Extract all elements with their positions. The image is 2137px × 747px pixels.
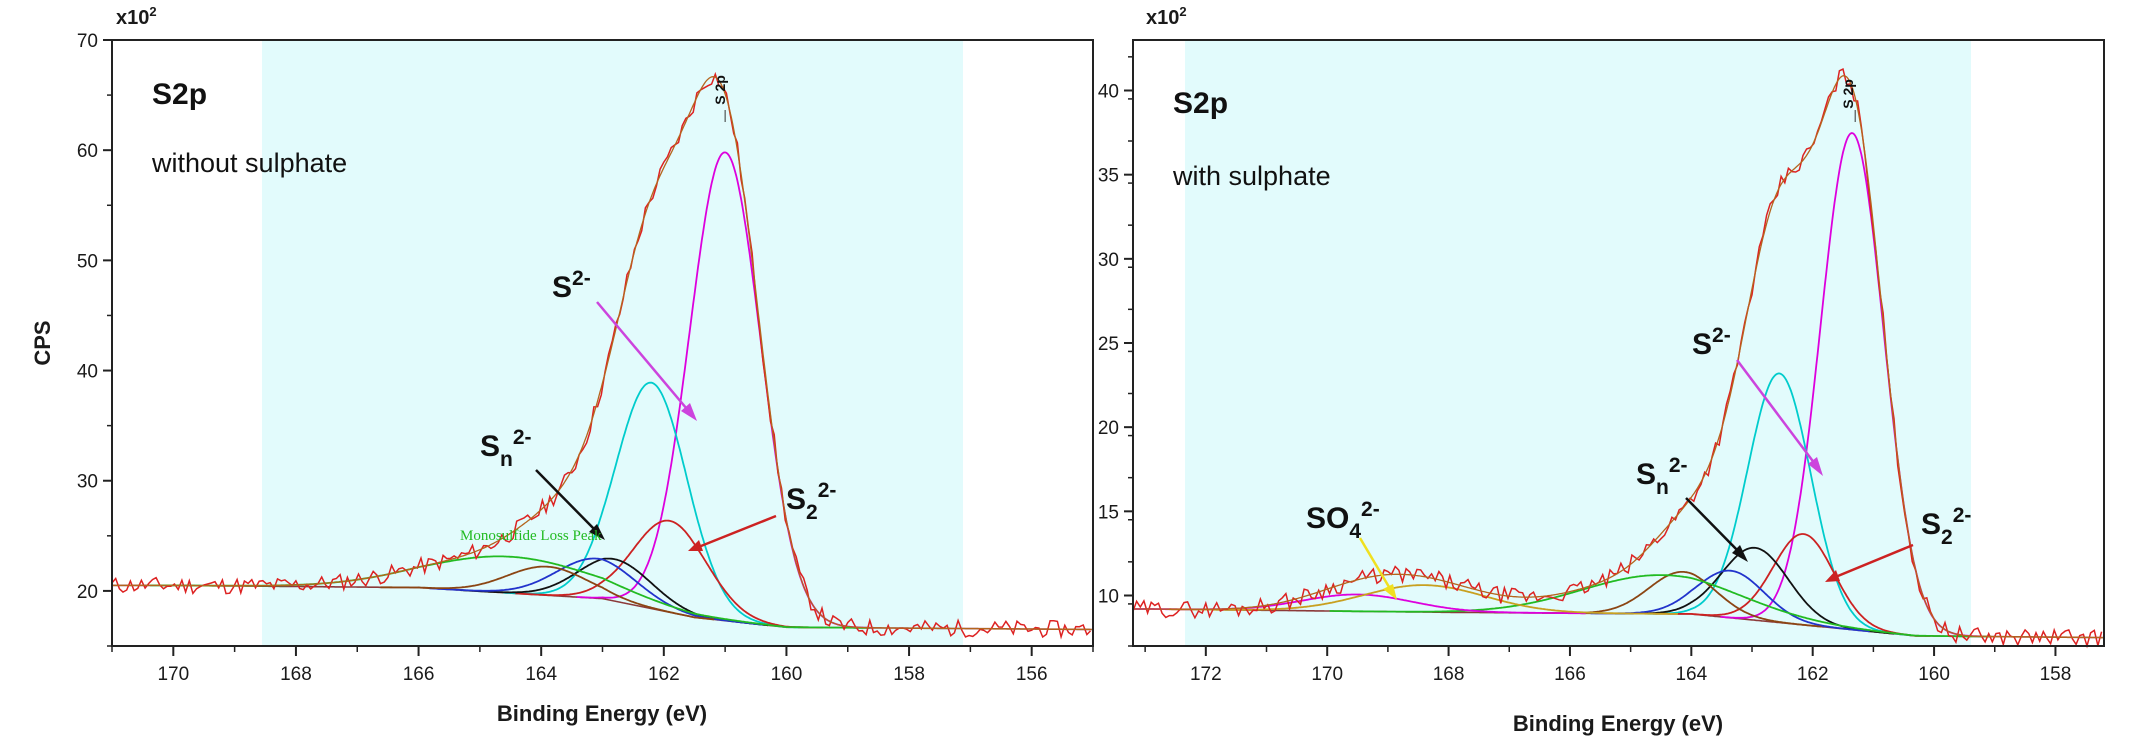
arrow-s22-minus [695,514,777,550]
x-tick-label: 170 [157,664,189,685]
y-tick-label: 60 [77,141,98,162]
tick-marks: 172 170 168 166 164 162 160 158 10 15 20 25 30 35 40 [1098,56,2072,685]
arrowhead-so42-minus [1383,584,1397,600]
fit-envelope [1133,75,2103,639]
label-s2-minus: S2- [552,267,591,304]
panel-with-sulphate: 172 170 168 166 164 162 160 158 10 15 20 25 30 35 40 x… [1098,4,2105,736]
component-peak [1647,372,1912,637]
component-peak [380,565,715,621]
x-tick-label: 166 [403,664,435,685]
y-tick-label: 50 [77,251,98,272]
y-multiplier: x102 [116,4,157,29]
y-tick-label: 30 [77,472,98,493]
y-tick-label: 40 [1098,82,1119,103]
x-tick-label: 162 [1797,664,1829,685]
x-tick-label: 164 [1675,664,1707,685]
arrowhead-s22-minus [688,540,703,551]
panel-subtitle: without sulphate [151,148,347,178]
curves [1132,68,2103,649]
curves [111,71,1092,640]
y-multiplier: x102 [1146,4,1187,29]
x-tick-label: 168 [1433,664,1465,685]
y-tick-label: 20 [1098,418,1119,439]
shaded-region [1185,40,1971,646]
y-axis-title: CPS [30,320,55,365]
label-s22-minus: S22- [786,479,836,524]
arrowhead-sn2-minus [1732,545,1748,562]
arrowhead-s22-minus [1825,570,1840,582]
arrow-s2-minus [596,301,693,416]
x-axis-title: Binding Energy (eV) [1513,711,1723,736]
panel-title: S2p [152,78,207,111]
label-sn2-minus: Sn2- [480,426,532,471]
peak-marker-label: S 2p [1840,79,1856,109]
x-tick-label: 158 [893,664,925,685]
tick-marks: 170 168 166 164 162 160 158 156 20 30 40 50 60 70 [77,31,1094,685]
label-sn2-minus: Sn2- [1636,454,1688,499]
arrow-s2-minus [1736,359,1819,469]
y-tick-label: 70 [77,31,98,52]
panel-title: S2p [1173,87,1228,120]
x-tick-label: 162 [648,664,680,685]
x-tick-label: 172 [1190,664,1222,685]
component-peak [1329,574,1992,638]
panel-subtitle: with sulphate [1172,161,1331,191]
arrowhead-sn2-minus [589,524,605,540]
label-so42-minus: SO42- [1306,498,1380,543]
arrow-s22-minus [1832,543,1914,580]
fit-envelope [112,76,1092,631]
component-peak [1676,533,1931,637]
x-axis-title: Binding Energy (eV) [497,701,707,726]
x-tick-label: 160 [1918,664,1950,685]
loss-peak-label: Monosulfide Loss Peak [460,528,602,544]
label-s2-minus: S2- [1692,324,1731,361]
y-tick-label: 40 [77,362,98,383]
panel-without-sulphate: 170 168 166 164 162 160 158 156 20 30 40 50 60 70 x10… [30,4,1094,726]
y-tick-label: 10 [1098,587,1119,608]
y-tick-label: 20 [77,582,98,603]
x-tick-label: 168 [280,664,312,685]
x-tick-label: 160 [771,664,803,685]
arrow-sn2-minus [1685,497,1743,556]
x-tick-label: 164 [525,664,557,685]
label-s22-minus: S22- [1921,504,1971,549]
arrow-sn2-minus [535,469,600,535]
y-tick-label: 15 [1098,502,1119,523]
component-peak [515,519,824,629]
x-tick-label: 158 [2040,664,2072,685]
component-peak [503,381,800,629]
peak-marker-label: S 2p [712,75,728,105]
arrowhead-s2-minus [1808,457,1823,476]
x-tick-label: 156 [1016,664,1048,685]
x-tick-label: 170 [1311,664,1343,685]
y-tick-label: 25 [1098,334,1119,355]
arrowhead-s2-minus [681,403,697,421]
arrow-so42-minus [1358,537,1394,593]
y-tick-label: 35 [1098,166,1119,187]
x-tick-label: 166 [1554,664,1586,685]
y-tick-label: 30 [1098,250,1119,271]
